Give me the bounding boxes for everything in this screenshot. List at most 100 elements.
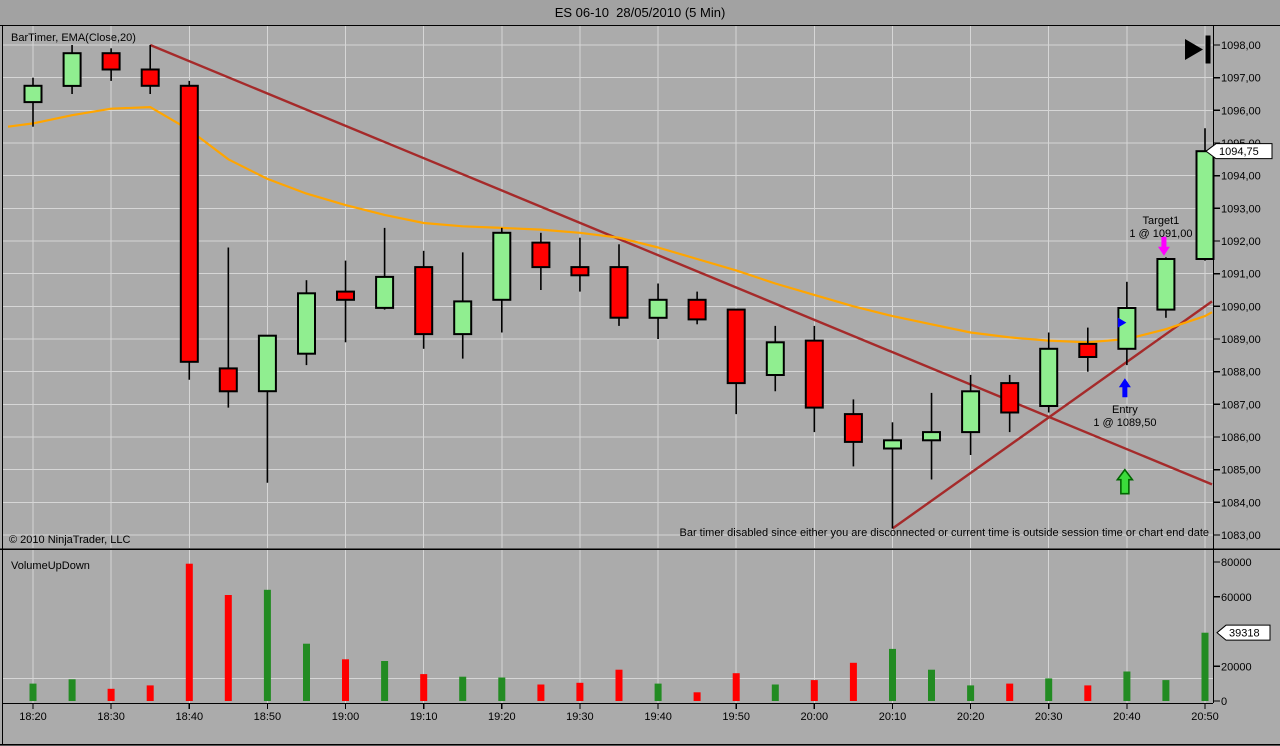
volume-bar-18:40	[185, 563, 193, 701]
volume-tick-label: 0	[1221, 696, 1227, 708]
candle-19:50	[726, 308, 746, 415]
time-tick-label: 20:20	[957, 711, 985, 723]
volume-bar-18:55	[303, 643, 310, 701]
candle-20:05	[843, 399, 863, 467]
entry-arrow	[1118, 378, 1131, 398]
entry-marker	[1117, 317, 1127, 328]
time-tick-label: 19:40	[644, 711, 672, 723]
candle-18:55	[297, 280, 316, 366]
candle-18:25	[62, 45, 82, 94]
volume-bar-20:45	[1162, 680, 1170, 701]
price-tick-label: 1097,00	[1221, 73, 1261, 85]
candle-19:55	[765, 325, 785, 392]
volume-bar-20:40	[1123, 671, 1131, 701]
volume-bar-20:10	[889, 648, 896, 701]
volume-bar-19:40	[654, 683, 662, 701]
candle-19:15	[453, 252, 473, 359]
price-tick-label: 1098,00	[1221, 40, 1261, 52]
volume-bar-18:30	[107, 688, 115, 701]
volume-bar-19:45	[693, 692, 701, 701]
price-tick-label: 1093,00	[1221, 203, 1261, 215]
time-tick-label: 19:10	[410, 711, 438, 723]
ascending-trendline[interactable]	[891, 300, 1213, 530]
candle-20:20	[961, 374, 981, 455]
time-tick-label: 18:30	[97, 711, 125, 723]
volume-bar-19:30	[576, 682, 584, 701]
candle-18:50	[257, 334, 277, 483]
svg-text:39318: 39318	[1229, 628, 1260, 640]
candle-20:15	[922, 392, 941, 480]
last-price-tag: 1094,75	[1205, 143, 1273, 160]
candle-20:40	[1117, 281, 1137, 366]
time-tick-label: 19:20	[488, 711, 516, 723]
candle-18:20	[23, 77, 43, 127]
price-tick-label: 1094,00	[1221, 171, 1261, 183]
price-tick-label: 1083,00	[1221, 530, 1261, 542]
volume-bar-20:15	[928, 669, 935, 701]
svg-text:1 @ 1089,50: 1 @ 1089,50	[1093, 417, 1156, 429]
price-tick-label: 1091,00	[1221, 269, 1261, 281]
price-tick-label: 1088,00	[1221, 367, 1261, 379]
volume-bar-18:25	[68, 679, 76, 701]
volume-bar-20:00	[810, 680, 818, 701]
status-message: Bar timer disabled since either you are …	[679, 527, 1210, 539]
time-tick-label: 20:00	[801, 711, 829, 723]
candle-20:00	[804, 325, 824, 433]
time-tick-label: 20:40	[1113, 711, 1141, 723]
time-tick-label: 18:40	[176, 711, 204, 723]
volume-bar-19:25	[537, 684, 545, 701]
price-tick-label: 1085,00	[1221, 465, 1261, 477]
go-to-last-bar-icon[interactable]	[1185, 35, 1211, 64]
candle-19:00	[336, 260, 355, 343]
candle-19:25	[531, 232, 551, 290]
svg-text:Entry: Entry	[1112, 404, 1138, 416]
time-tick-label: 19:00	[332, 711, 360, 723]
volume-bar-19:15	[459, 676, 467, 701]
candle-19:05	[375, 227, 395, 310]
candle-19:40	[648, 283, 668, 339]
volume-tick-label: 80000	[1221, 557, 1252, 569]
descending-trendline[interactable]	[149, 43, 1213, 486]
chart-title: ES 06-10 28/05/2010 (5 Min)	[0, 0, 1280, 25]
svg-text:1 @ 1091,00: 1 @ 1091,00	[1129, 228, 1192, 240]
candle-19:30	[570, 237, 590, 292]
candle-20:30	[1039, 332, 1059, 413]
volume-bar-19:10	[420, 674, 428, 701]
volume-bar-18:35	[146, 685, 154, 701]
candle-19:35	[609, 244, 629, 326]
volume-bar-20:50	[1201, 632, 1209, 701]
target-arrow	[1157, 236, 1170, 256]
time-tick-label: 20:30	[1035, 711, 1063, 723]
candle-18:35	[140, 45, 160, 94]
volume-bar-20:35	[1084, 685, 1092, 701]
candle-18:40	[179, 80, 199, 380]
price-tick-label: 1084,00	[1221, 497, 1261, 509]
volume-bar-20:20	[967, 685, 975, 701]
indicator-label: BarTimer, EMA(Close,20)	[11, 32, 136, 44]
candle-19:10	[414, 250, 434, 349]
price-tick-label: 1086,00	[1221, 432, 1261, 444]
candle-18:45	[218, 247, 238, 408]
copyright-label: © 2010 NinjaTrader, LLC	[9, 534, 131, 546]
volume-bar-18:20	[29, 683, 37, 701]
candle-20:45	[1156, 257, 1176, 318]
price-tick-label: 1090,00	[1221, 301, 1261, 313]
candle-20:35	[1078, 327, 1098, 372]
ema-line	[7, 105, 1213, 344]
time-tick-label: 19:30	[566, 711, 594, 723]
volume-bar-18:45	[224, 595, 232, 701]
volume-bar-19:35	[615, 669, 623, 701]
volume-tick-label: 60000	[1221, 592, 1252, 604]
time-tick-label: 20:10	[879, 711, 907, 723]
volume-bar-19:50	[732, 673, 740, 701]
volume-bar-19:20	[498, 677, 506, 701]
profit-arrow	[1115, 468, 1134, 495]
price-tick-label: 1089,00	[1221, 334, 1261, 346]
volume-bar-19:55	[771, 684, 779, 701]
candle-19:20	[492, 227, 512, 333]
time-tick-label: 20:50	[1191, 711, 1219, 723]
price-tick-label: 1092,00	[1221, 236, 1261, 248]
